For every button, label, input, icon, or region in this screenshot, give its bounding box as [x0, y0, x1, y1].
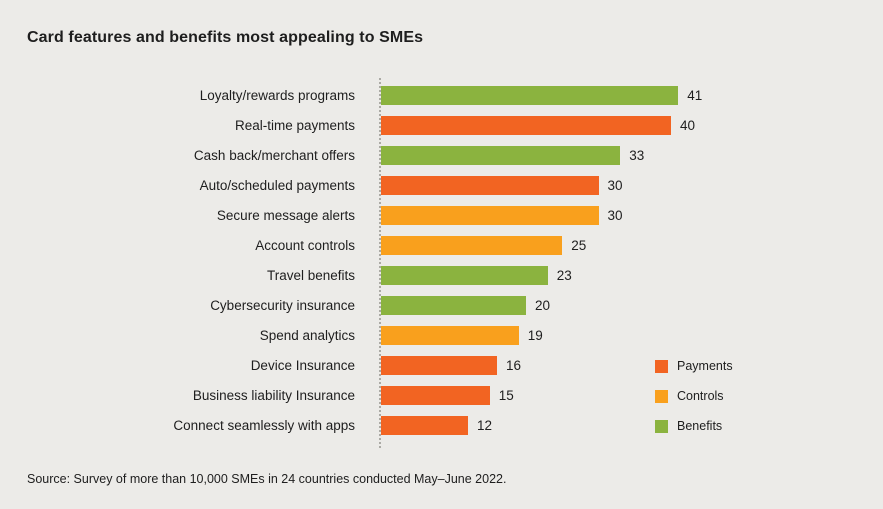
value-label: 30 [607, 177, 623, 193]
legend-label: Controls [677, 389, 724, 403]
category-label: Auto/scheduled payments [199, 177, 355, 193]
chart-title: Card features and benefits most appealin… [27, 29, 424, 46]
chart-row: Secure message alerts 30 [0, 200, 883, 230]
bar-controls [381, 325, 519, 345]
legend-label: Payments [677, 359, 733, 373]
chart-row: Account controls 25 [0, 230, 883, 260]
value-label: 41 [687, 87, 703, 103]
chart-row: Real-time payments 40 [0, 110, 883, 140]
bar-benefits [381, 85, 679, 105]
legend-label: Benefits [677, 419, 723, 433]
value-label: 25 [571, 237, 587, 253]
chart-row: Auto/scheduled payments 30 [0, 170, 883, 200]
legend-swatch-icon [655, 419, 668, 433]
category-label: Account controls [255, 237, 355, 253]
value-label: 23 [556, 267, 572, 283]
legend-item-controls: Controls [655, 381, 733, 411]
category-label: Real-time payments [234, 117, 355, 133]
legend: Payments Controls Benefits [655, 351, 733, 441]
chart-row: Loyalty/rewards programs 41 [0, 80, 883, 110]
category-label: Cash back/merchant offers [193, 147, 355, 163]
bar-controls [381, 235, 563, 255]
value-label: 16 [506, 357, 522, 373]
chart-row: Device Insurance 16 [0, 350, 883, 380]
bar-benefits [381, 265, 548, 285]
category-label: Cybersecurity insurance [210, 297, 355, 313]
bar-payments [381, 175, 599, 195]
bar-benefits [381, 295, 526, 315]
chart-row: Cash back/merchant offers 33 [0, 140, 883, 170]
bar-payments [381, 385, 490, 405]
chart-row: Travel benefits 23 [0, 260, 883, 290]
chart-row: Connect seamlessly with apps 12 [0, 410, 883, 440]
legend-swatch-icon [655, 389, 668, 403]
value-label: 15 [498, 387, 514, 403]
chart-row: Spend analytics 19 [0, 320, 883, 350]
category-label: Business liability Insurance [192, 387, 355, 403]
chart-rows: Loyalty/rewards programs 41 Real-time paym… [0, 80, 883, 440]
category-label: Connect seamlessly with apps [173, 417, 355, 433]
chart-row: Cybersecurity insurance 20 [0, 290, 883, 320]
legend-item-benefits: Benefits [655, 411, 733, 441]
legend-swatch-icon [655, 359, 668, 373]
category-label: Travel benefits [266, 267, 355, 283]
bar-benefits [381, 145, 621, 165]
source-note: Source: Survey of more than 10,000 SMEs … [27, 472, 507, 486]
value-label: 12 [477, 417, 493, 433]
axis-baseline [379, 78, 381, 448]
category-label: Secure message alerts [216, 207, 355, 223]
bar-payments [381, 115, 671, 135]
category-label: Spend analytics [259, 327, 355, 343]
value-label: 30 [607, 207, 623, 223]
legend-item-payments: Payments [655, 351, 733, 381]
bar-payments [381, 355, 497, 375]
category-label: Device Insurance [250, 357, 355, 373]
chart-row: Business liability Insurance 15 [0, 380, 883, 410]
bar-payments [381, 415, 468, 435]
category-label: Loyalty/rewards programs [199, 87, 355, 103]
value-label: 40 [680, 117, 696, 133]
value-label: 20 [535, 297, 551, 313]
bar-controls [381, 205, 599, 225]
value-label: 33 [629, 147, 645, 163]
value-label: 19 [527, 327, 543, 343]
